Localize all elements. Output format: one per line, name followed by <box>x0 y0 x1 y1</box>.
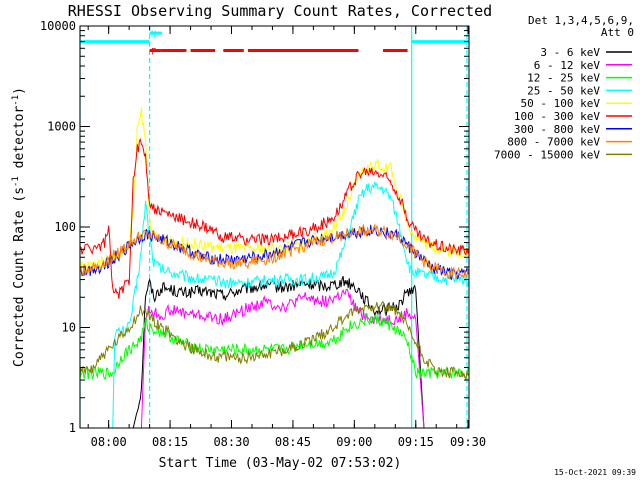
legend-entry-label: 3 - 6 keV <box>540 46 600 59</box>
legend-entry-label: 800 - 7000 keV <box>507 136 600 149</box>
legend-header-line-1: Det 1,3,4,5,6,9, <box>528 14 634 27</box>
legend-entry-label: 7000 - 15000 keV <box>494 148 600 161</box>
y-tick-label: 1 <box>69 421 76 435</box>
series-line <box>79 138 470 299</box>
chart-title: RHESSI Observing Summary Count Rates, Co… <box>68 2 492 20</box>
plot-frame <box>79 25 470 429</box>
y-axis-label-main: Corrected Count Rate (s <box>12 187 27 367</box>
x-tick-label: 09:15 <box>398 435 434 449</box>
legend-entry-label: 300 - 800 keV <box>514 123 600 136</box>
series-line <box>79 300 470 381</box>
legend-entry-label: 12 - 25 keV <box>527 72 600 85</box>
x-tick-label: 09:30 <box>450 435 486 449</box>
legend-entry-label: 6 - 12 keV <box>534 59 601 72</box>
x-tick-label: 09:00 <box>336 435 372 449</box>
mode-bar-label: N <box>151 30 156 40</box>
series-line <box>79 312 470 381</box>
legend-header-line-2: Att 0 <box>601 26 634 39</box>
legend-entry-label: 50 - 100 keV <box>521 97 601 110</box>
attenuator-bars: NF <box>80 30 469 58</box>
y-axis-label-mid: detector <box>12 106 27 177</box>
y-tick-label: 10 <box>62 321 76 335</box>
legend-entry-label: 25 - 50 keV <box>527 84 600 97</box>
legend-entry-label: 100 - 300 keV <box>514 110 600 123</box>
y-tick-label: 10000 <box>40 19 76 33</box>
y-tick-label: 100 <box>54 220 76 234</box>
series-layer <box>79 107 470 429</box>
series-line <box>80 288 469 429</box>
y-axis-label-sup1: -1 <box>11 176 21 187</box>
generation-timestamp: 15-Oct-2021 09:39 <box>554 468 636 477</box>
mode-bar-label: F <box>151 48 156 58</box>
x-tick-label: 08:30 <box>213 435 249 449</box>
y-axis-ticks: 1 10 100 1000 10000 <box>40 19 469 435</box>
x-tick-label: 08:00 <box>91 435 127 449</box>
series-line <box>80 276 469 429</box>
x-tick-label: 08:15 <box>152 435 188 449</box>
x-tick-label: 08:45 <box>275 435 311 449</box>
y-axis-label-end: ) <box>12 87 27 95</box>
y-tick-label: 1000 <box>47 120 76 134</box>
x-axis-ticks: 08:00 08:15 08:30 08:45 09:00 09:15 09:30 <box>87 26 486 449</box>
y-axis-label-sup2: -1 <box>11 95 21 106</box>
x-axis-label: Start Time (03-May-02 07:53:02) <box>159 456 402 471</box>
series-line <box>80 181 470 429</box>
y-axis-label: Corrected Count Rate (s-1 detector-1) <box>11 87 27 367</box>
series-line <box>79 223 470 280</box>
